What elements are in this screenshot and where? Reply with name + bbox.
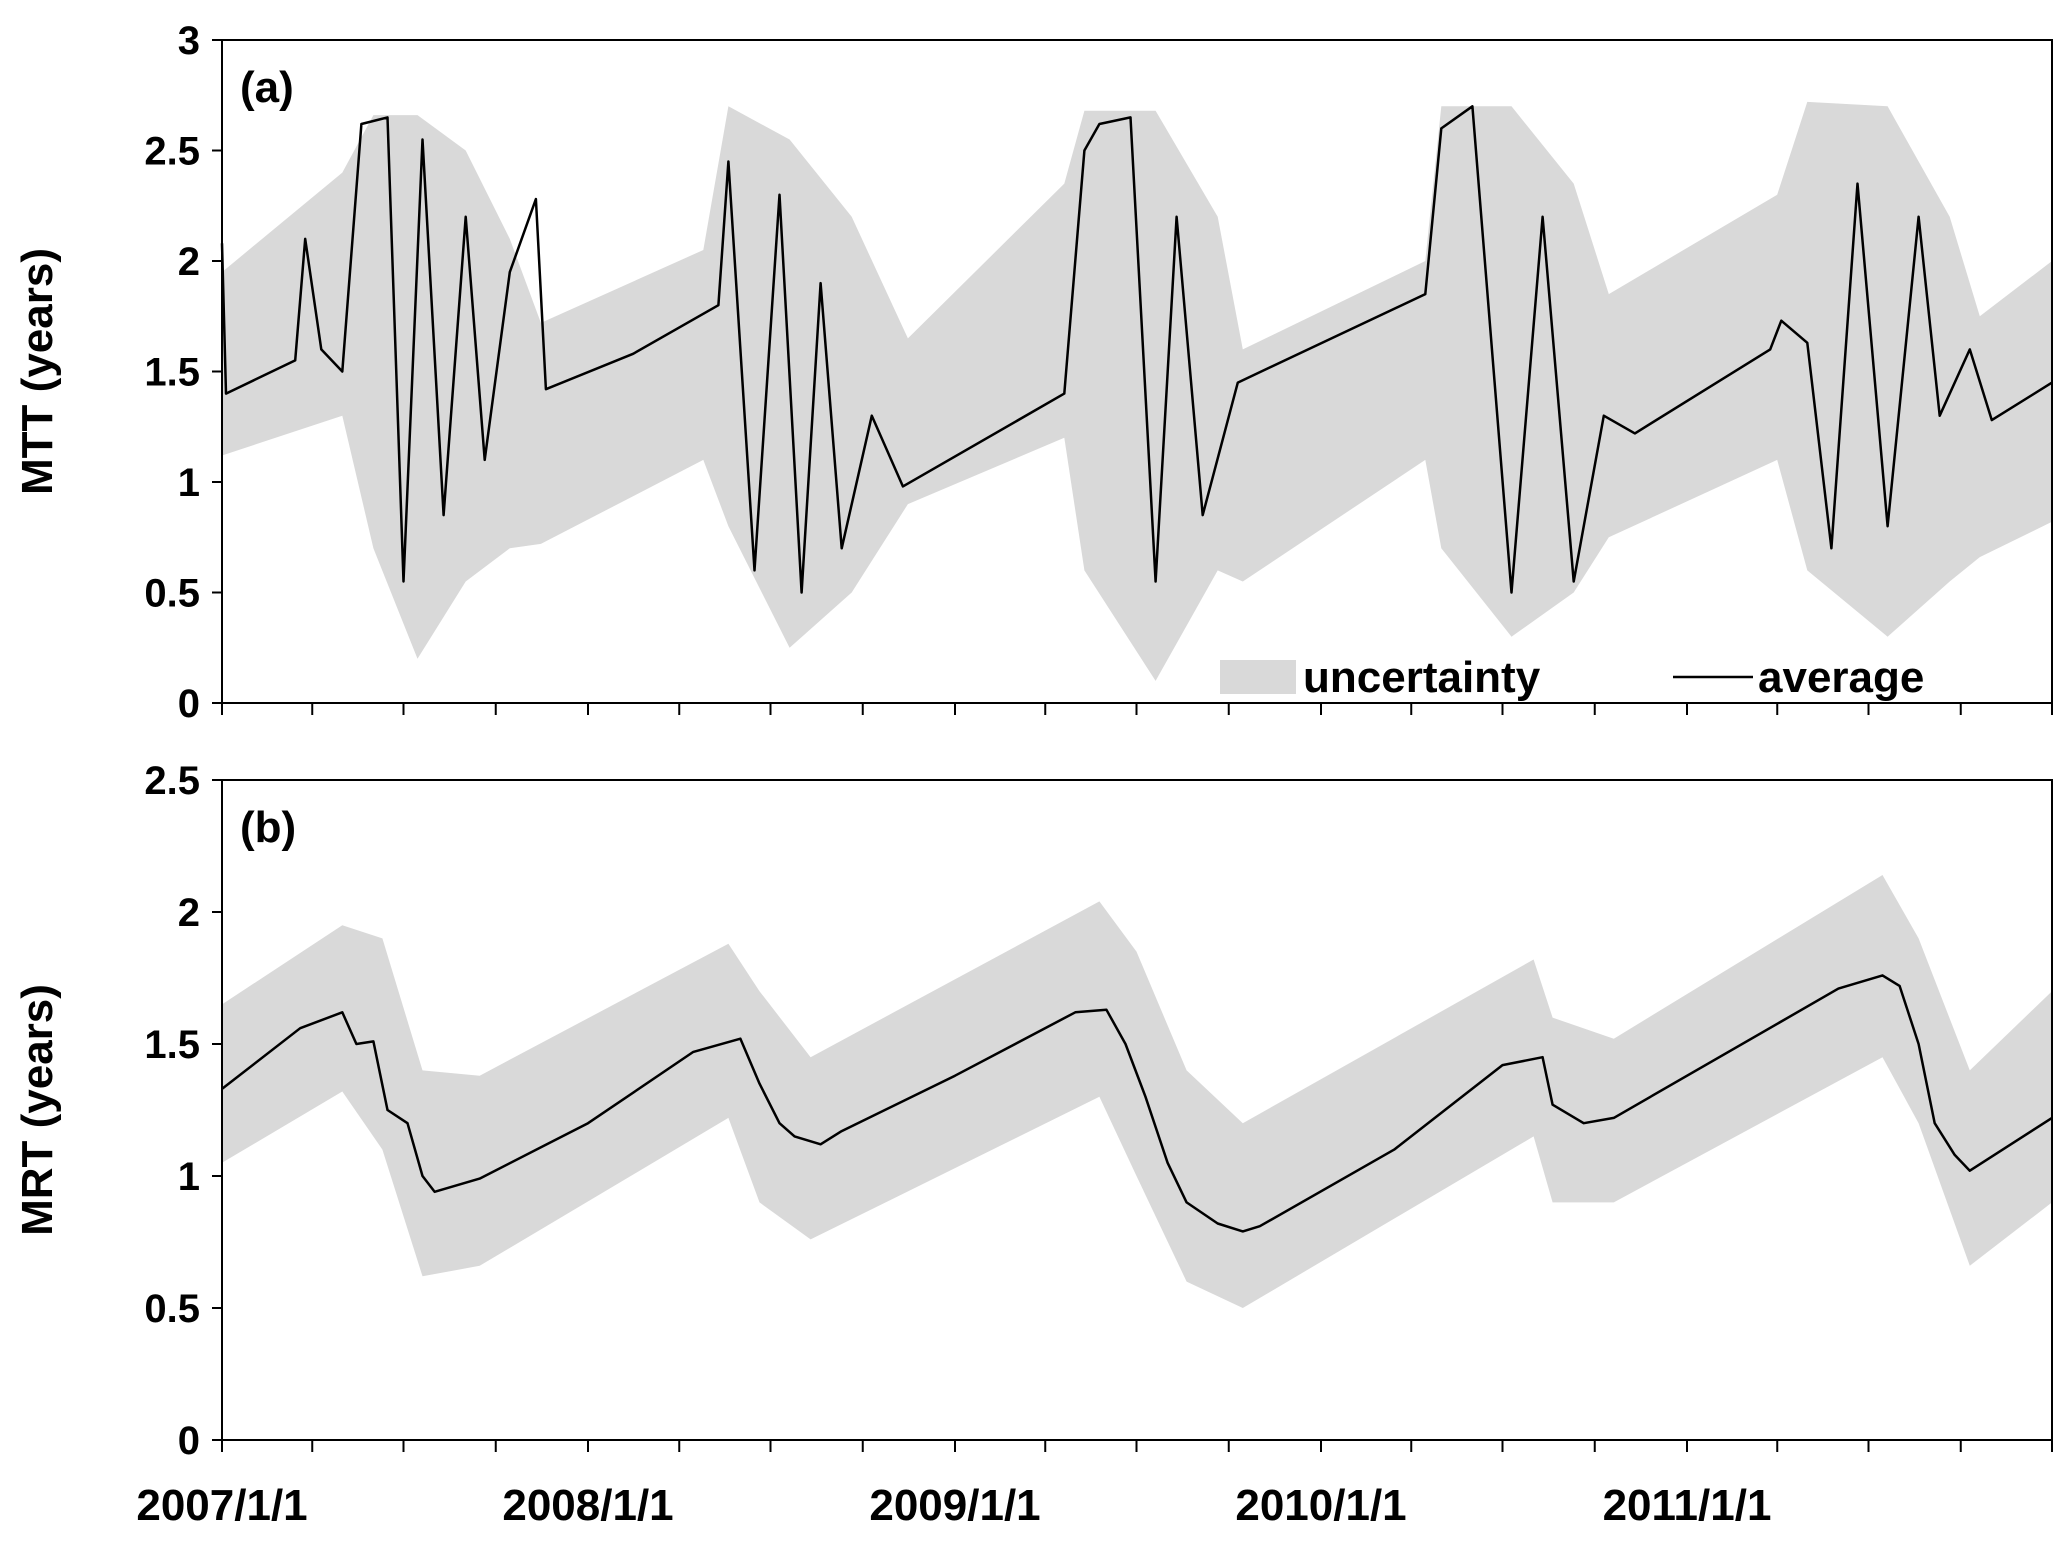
y-tick-label: 1 (178, 461, 200, 505)
panel-label-a: (a) (240, 63, 294, 112)
panel-label-b: (b) (240, 803, 296, 852)
legend-label-average: average (1758, 653, 1924, 702)
legend-label-uncertainty: uncertainty (1303, 653, 1541, 702)
y-tick-label: 1.5 (144, 1023, 200, 1067)
legend: uncertainty average (1220, 653, 1924, 702)
y-tick-label: 0 (178, 682, 200, 726)
y-tick-label: 2.5 (144, 130, 200, 174)
y-tick-label: 1.5 (144, 351, 200, 395)
y-tick-label: 3 (178, 19, 200, 63)
x-tick-label: 2008/1/1 (502, 1481, 673, 1530)
x-tick-label: 2011/1/1 (1603, 1481, 1772, 1530)
uncertainty-band-a (222, 101, 2052, 681)
y-tick-label: 1 (178, 1155, 200, 1199)
y-tick-label: 2 (178, 240, 200, 284)
x-axis-b: 2007/1/1 2008/1/1 2009/1/1 2010/1/1 2011/1/1 (136, 1440, 2053, 1530)
y-axis-title-b: MRT (years) (13, 984, 62, 1236)
average-line-b (221, 974, 2053, 1233)
x-tick-label: 2010/1/1 (1235, 1481, 1406, 1530)
y-tick-label: 0.5 (144, 1287, 200, 1331)
y-tick-label: 2.5 (144, 759, 200, 803)
x-axis-a (221, 703, 2053, 715)
y-axis-b: 0 0.5 1 1.5 2 2.5 (144, 759, 222, 1463)
uncertainty-band-area (222, 875, 2052, 1308)
panel-b-mrt: 0 0.5 1 1.5 2 2.5 2007/1/1 2008/1/1 2009/1/1 201… (13, 759, 2053, 1530)
y-tick-label: 0 (178, 1419, 200, 1463)
legend-swatch-uncertainty (1220, 660, 1296, 694)
average-line (221, 974, 2053, 1233)
uncertainty-band-area (222, 101, 2052, 681)
average-line (220, 105, 2053, 594)
y-axis-a: 0 0.5 1 1.5 2 2.5 3 (144, 19, 222, 726)
y-tick-label: 0.5 (144, 572, 200, 616)
y-axis-title-a: MTT (years) (13, 248, 62, 495)
panel-a-mtt: 0 0.5 1 1.5 2 2.5 3 MTT (years) (a) uncertaint… (13, 19, 2053, 726)
x-tick-label: 2009/1/1 (869, 1481, 1040, 1530)
y-tick-label: 2 (178, 891, 200, 935)
x-tick-label: 2007/1/1 (136, 1481, 307, 1530)
average-line-a (220, 105, 2053, 594)
uncertainty-band-b (222, 875, 2052, 1308)
